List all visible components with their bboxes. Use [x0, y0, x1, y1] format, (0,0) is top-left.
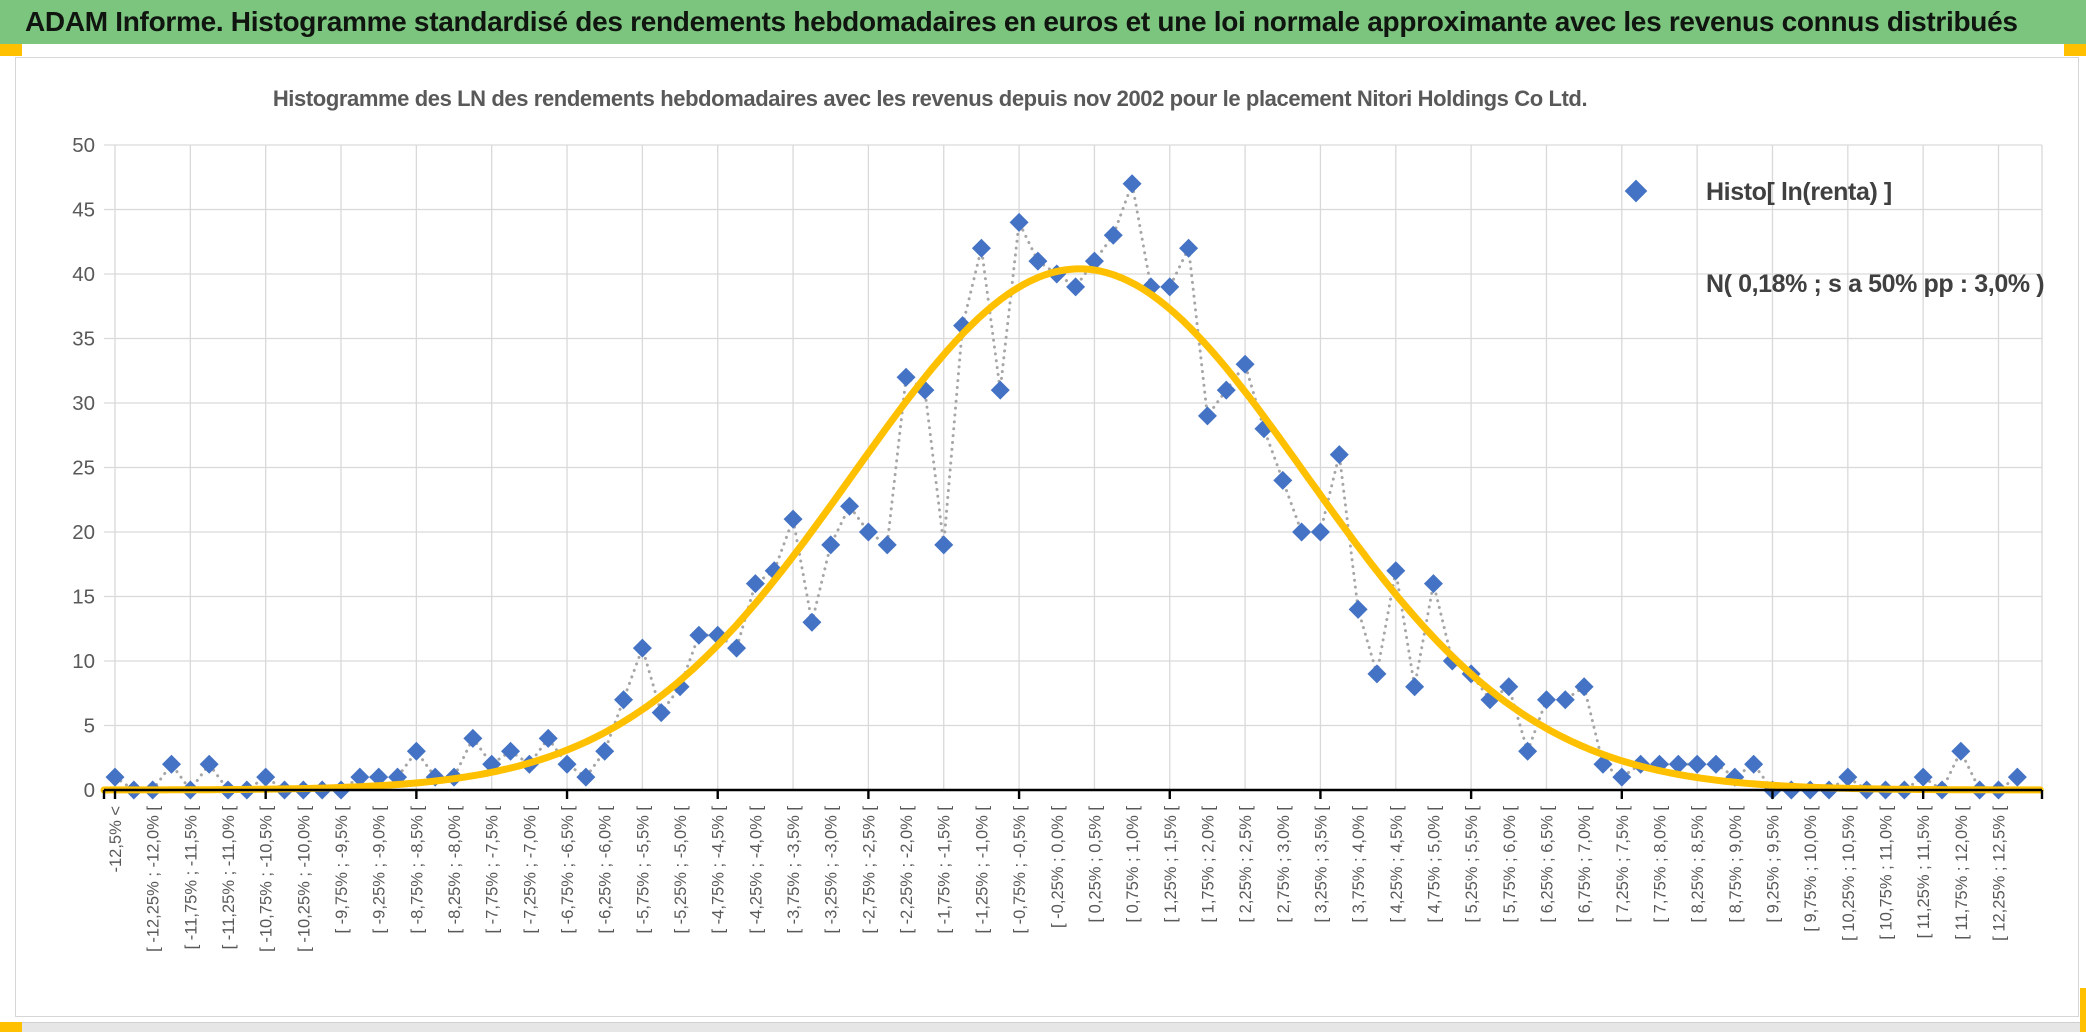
legend-entry-histogram[interactable]: Histo[ ln(renta) ]: [1580, 172, 2044, 212]
legend-label-normal: N( 0,18% ; s a 50% pp : 3,0% ): [1706, 269, 2045, 298]
legend-label-histogram: Histo[ ln(renta) ]: [1706, 177, 1892, 206]
spreadsheet-bottom-row: [0, 1022, 2086, 1032]
report-header: ADAM Informe. Histogramme standardisé de…: [0, 0, 2086, 44]
gold-accent-top-left: [0, 44, 22, 56]
gold-accent-top-right: [2064, 44, 2086, 56]
gold-accent-bottom-left: [0, 1022, 22, 1032]
gold-accent-bottom-right: [2080, 988, 2086, 1032]
chart-title: Histogramme des LN des rendements hebdom…: [272, 86, 1588, 111]
legend-entry-normal[interactable]: N( 0,18% ; s a 50% pp : 3,0% ): [1580, 264, 2045, 304]
chart-legend: Histo[ ln(renta) ] N( 0,18% ; s a 50% pp…: [1580, 172, 2045, 304]
diamond-marker-icon: [1624, 179, 1648, 203]
report-header-title: ADAM Informe. Histogramme standardisé de…: [25, 6, 2018, 37]
